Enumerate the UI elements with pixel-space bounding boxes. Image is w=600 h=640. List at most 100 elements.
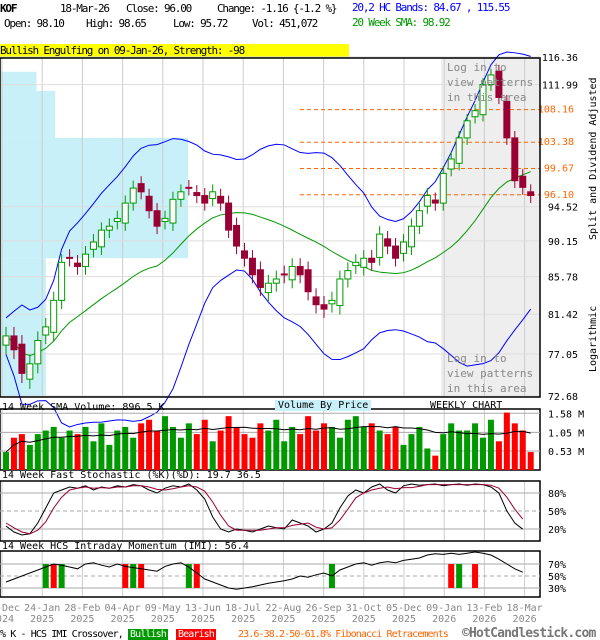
candle xyxy=(431,199,439,204)
y-tick-label: 116.36 xyxy=(542,53,578,64)
volume-bar xyxy=(360,426,367,470)
volume-bar xyxy=(487,419,494,470)
login-note-top[interactable]: Log in to view patterns in this area xyxy=(447,61,534,104)
bands-readout: 20,2 HC Bands: 84.67 , 115.55 xyxy=(352,1,510,14)
volume-bar xyxy=(352,416,359,470)
x-tick-year: 2026 xyxy=(513,614,537,625)
imi-signal-bar xyxy=(185,564,192,588)
volume-bar xyxy=(50,426,57,470)
fib-label: 96.10 xyxy=(544,190,574,201)
imi-title: 14 Week HCS Intraday Momentum (IMI): 56.… xyxy=(2,541,249,552)
fib-label: 99.67 xyxy=(544,164,574,175)
candle xyxy=(153,210,161,227)
x-tick-year: 2025 xyxy=(70,614,94,625)
imi-signal-bar xyxy=(456,564,463,588)
x-tick-label: 28-Feb xyxy=(64,603,100,614)
volume-bar xyxy=(392,426,399,470)
candle xyxy=(495,70,503,98)
x-tick-year: 2026 xyxy=(472,614,496,625)
volume-by-price-bar xyxy=(1,137,188,259)
close: Close: 96.00 xyxy=(126,2,192,15)
x-tick-year: 2026 xyxy=(432,614,456,625)
candle xyxy=(527,191,535,197)
candle xyxy=(217,195,225,204)
candle xyxy=(336,278,344,307)
sma-line xyxy=(5,171,531,357)
imi-tick-label: 30% xyxy=(548,584,566,595)
volume-sma-line xyxy=(5,426,531,453)
volume-bar xyxy=(201,419,208,470)
candle xyxy=(519,175,527,188)
volume-bar xyxy=(193,434,200,470)
candle xyxy=(177,191,185,200)
volume-bar xyxy=(106,444,113,470)
volume-bar xyxy=(464,430,471,470)
volume-bar xyxy=(3,452,9,470)
volume-bar xyxy=(74,434,81,470)
login-note-bottom[interactable]: Log in to view patterns in this area xyxy=(447,352,534,395)
imi-signal-bar xyxy=(193,564,200,588)
volume-bar xyxy=(154,430,161,470)
candle xyxy=(185,186,193,189)
volume-bar xyxy=(122,426,129,470)
volume-bar xyxy=(511,423,518,470)
volume-bar xyxy=(313,430,320,470)
volume-bar xyxy=(42,430,49,470)
panel-frame xyxy=(0,550,541,598)
candle xyxy=(368,257,376,263)
candle xyxy=(233,224,241,247)
candle xyxy=(2,335,10,346)
candle xyxy=(264,282,272,294)
candle xyxy=(18,343,26,374)
candle xyxy=(137,183,145,193)
volume-bar xyxy=(432,455,439,470)
imi-tick-label: 50% xyxy=(548,572,566,583)
candle xyxy=(288,265,296,281)
volume-bar xyxy=(400,444,407,470)
candle xyxy=(479,84,487,116)
volume-bar xyxy=(480,437,486,470)
volume-bar xyxy=(495,441,502,470)
candle xyxy=(312,296,320,306)
high: High: 98.65 xyxy=(86,17,147,30)
x-tick-label: 13-Jun xyxy=(185,603,221,614)
candle xyxy=(161,217,169,223)
stochastic-title: 14 Week Fast Stochastic (%K)(%D): 19.7 3… xyxy=(2,470,261,481)
candle xyxy=(280,273,288,276)
volume-bar xyxy=(297,434,304,470)
volume-bar xyxy=(424,448,431,470)
volume-bar xyxy=(344,419,351,470)
panel-frame xyxy=(0,57,541,398)
stochastic-k-line xyxy=(5,483,524,536)
x-tick-year: 2025 xyxy=(312,614,336,625)
volume-bar xyxy=(448,423,455,470)
vbp-label: Volume By Price xyxy=(275,400,372,411)
volume-bar xyxy=(66,430,73,470)
x-tick-year: 2025 xyxy=(392,614,416,625)
volume-bar xyxy=(336,437,343,470)
candle xyxy=(328,299,336,305)
volume-tick-label: 1.58 M xyxy=(548,409,584,420)
candle xyxy=(169,198,177,224)
x-tick-year: 2024 xyxy=(0,614,14,625)
candle xyxy=(113,217,121,223)
candle xyxy=(392,245,400,259)
candle xyxy=(415,210,423,227)
volume-by-price-bar xyxy=(1,71,37,91)
imi-line xyxy=(5,551,523,590)
volume-bar xyxy=(177,437,184,470)
x-tick-label: 24-Jan xyxy=(24,603,60,614)
imi-tick-label: 70% xyxy=(548,560,566,571)
adjusted-label: Split and Dividend Adjusted xyxy=(588,77,599,240)
volume-bar xyxy=(98,423,105,470)
candle xyxy=(145,195,153,212)
candle xyxy=(89,241,97,250)
volume-bar xyxy=(305,416,312,470)
volume-by-price-bar xyxy=(1,90,56,138)
volume-bar xyxy=(34,434,41,470)
candle xyxy=(352,261,360,267)
x-tick-year: 2025 xyxy=(111,614,135,625)
volume-bar xyxy=(368,423,375,470)
